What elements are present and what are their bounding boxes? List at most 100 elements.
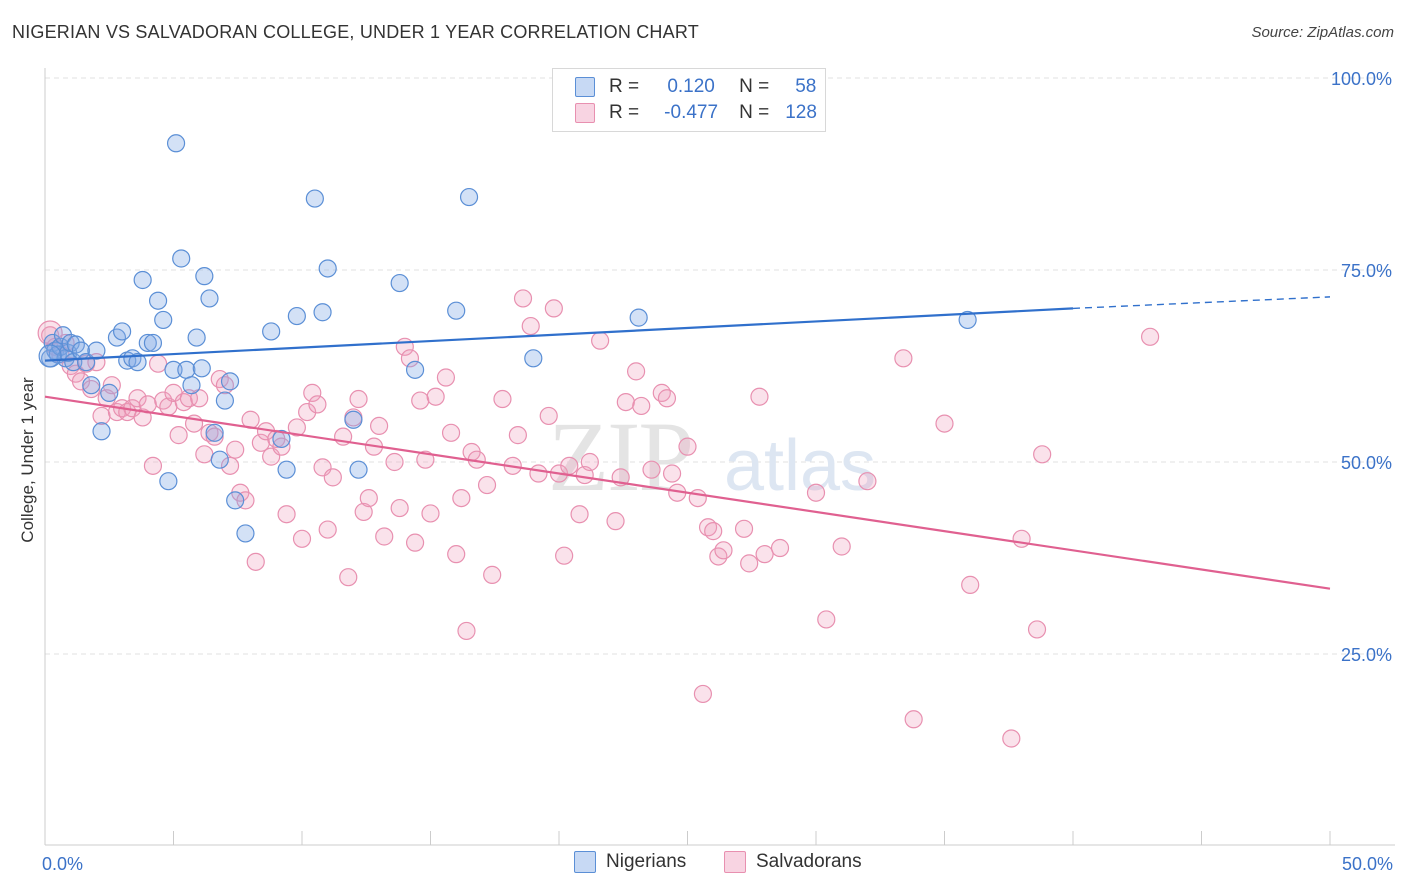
salvadorans-point — [693, 684, 713, 704]
salvadorans-point — [626, 362, 646, 381]
salvadorans-point — [657, 389, 677, 408]
salvadorans-point — [318, 520, 337, 539]
salvadorans-point — [740, 554, 759, 573]
salvadorans-point — [82, 379, 101, 399]
salvadorans-point — [426, 387, 445, 406]
correlation-legend: R = 0.120 N = 58 R = -0.477 N = 128 — [552, 68, 826, 132]
salvadorans-point — [513, 289, 533, 308]
nigerians-point — [112, 322, 132, 341]
salvadorans-point — [385, 452, 404, 472]
tick-labels: 25.0% 50.0% 75.0% 100.0% 0.0% 50.0% — [42, 69, 1393, 874]
salvadorans-point — [277, 505, 296, 524]
y-tick-label: 75.0% — [1341, 261, 1392, 281]
nigerians-point — [318, 259, 337, 278]
salvadorans-point — [303, 383, 322, 402]
salvadorans-point — [961, 575, 980, 594]
salvadorans-point — [292, 529, 312, 548]
salvadorans-point — [904, 710, 923, 729]
salvadorans-point — [405, 533, 425, 552]
legend-r-value: 0.120 — [667, 76, 715, 97]
legend-row-salvadorans: R = -0.477 N = 128 — [575, 101, 817, 125]
salvadorans-point — [421, 504, 440, 523]
nigerians-swatch — [575, 77, 595, 97]
y-tick-label: 50.0% — [1341, 453, 1392, 473]
watermark: ZIP atlas — [548, 401, 876, 512]
nigerians-point — [226, 491, 245, 510]
nigerians-point — [459, 187, 479, 207]
salvadorans-point — [287, 418, 306, 437]
nigerians-point — [38, 344, 62, 368]
nigerians-point — [313, 303, 332, 322]
legend-n-label: N = — [739, 76, 770, 97]
legend-label-nigerians: Nigerians — [606, 851, 687, 872]
salvadorans-point — [251, 433, 270, 452]
salvadorans-point — [436, 368, 456, 387]
salvadorans-point — [1140, 327, 1160, 346]
nigerians-point — [192, 359, 211, 378]
nigerians-point — [138, 333, 157, 353]
nigerians-trend-extension — [1072, 296, 1331, 310]
nigerians-point — [143, 333, 163, 353]
salvadorans-point — [359, 488, 378, 508]
legend-item-salvadorans[interactable]: Salvadorans — [724, 851, 862, 873]
axes — [44, 68, 1395, 846]
salvadorans-point — [755, 545, 774, 564]
nigerians-point — [195, 267, 214, 286]
salvadorans-point — [606, 512, 625, 531]
nigerians-point — [148, 291, 168, 310]
nigerians-point — [172, 249, 191, 268]
salvadorans-point — [349, 389, 368, 409]
legend-n-label: N = — [739, 102, 770, 123]
salvadorans-point — [354, 502, 373, 522]
salvadorans-point — [806, 483, 826, 502]
legend-r-label: R = — [609, 76, 640, 97]
salvadorans-point — [616, 392, 635, 412]
salvadorans-point — [714, 541, 733, 560]
nigerians-point — [210, 450, 229, 469]
salvadorans-point — [441, 423, 461, 442]
salvadorans-swatch — [724, 851, 746, 873]
salvadorans-point — [457, 621, 476, 641]
nigerians-point — [133, 270, 152, 290]
salvadorans-point — [411, 391, 430, 410]
series-legend: Nigerians Salvadorans — [0, 851, 1406, 877]
salvadorans-point — [1027, 620, 1047, 639]
nigerians-point — [215, 391, 234, 410]
y-axis-label: College, Under 1 year — [18, 377, 37, 543]
nigerians-point — [166, 134, 186, 153]
salvadorans-point — [308, 395, 327, 414]
nigerians-point — [405, 360, 425, 379]
salvadorans-point — [770, 538, 790, 558]
nigerians-point — [958, 310, 977, 330]
nigerians-point — [287, 306, 306, 326]
salvadorans-point — [205, 427, 224, 446]
salvadorans-points — [37, 289, 1160, 748]
salvadorans-point — [678, 437, 697, 456]
salvadorans-point — [400, 349, 420, 368]
salvadorans-point — [734, 519, 754, 538]
salvadorans-point — [858, 472, 877, 491]
salvadorans-trend-line — [44, 395, 1331, 590]
source-credit: Source: ZipAtlas.com — [1251, 24, 1394, 41]
nigerians-point — [349, 460, 368, 479]
salvadorans-point — [477, 475, 497, 495]
salvadorans-point — [452, 488, 471, 508]
nigerians-point — [262, 322, 281, 341]
y-tick-label: 25.0% — [1341, 645, 1392, 665]
nigerians-point — [100, 383, 119, 402]
nigerians-point — [236, 524, 255, 543]
legend-item-nigerians[interactable]: Nigerians — [574, 851, 686, 873]
salvadorans-point — [529, 464, 548, 483]
nigerians-point — [220, 372, 240, 391]
nigerians-point — [447, 301, 466, 320]
salvadorans-point — [704, 522, 723, 541]
nigerians-point — [128, 353, 147, 372]
salvadorans-point — [521, 316, 540, 336]
salvadorans-point — [236, 491, 255, 510]
nigerians-point — [305, 189, 324, 208]
nigerians-trend-line — [44, 307, 1074, 362]
salvadorans-point — [272, 437, 291, 456]
salvadorans-point — [894, 349, 913, 368]
salvadorans-point — [493, 389, 512, 409]
